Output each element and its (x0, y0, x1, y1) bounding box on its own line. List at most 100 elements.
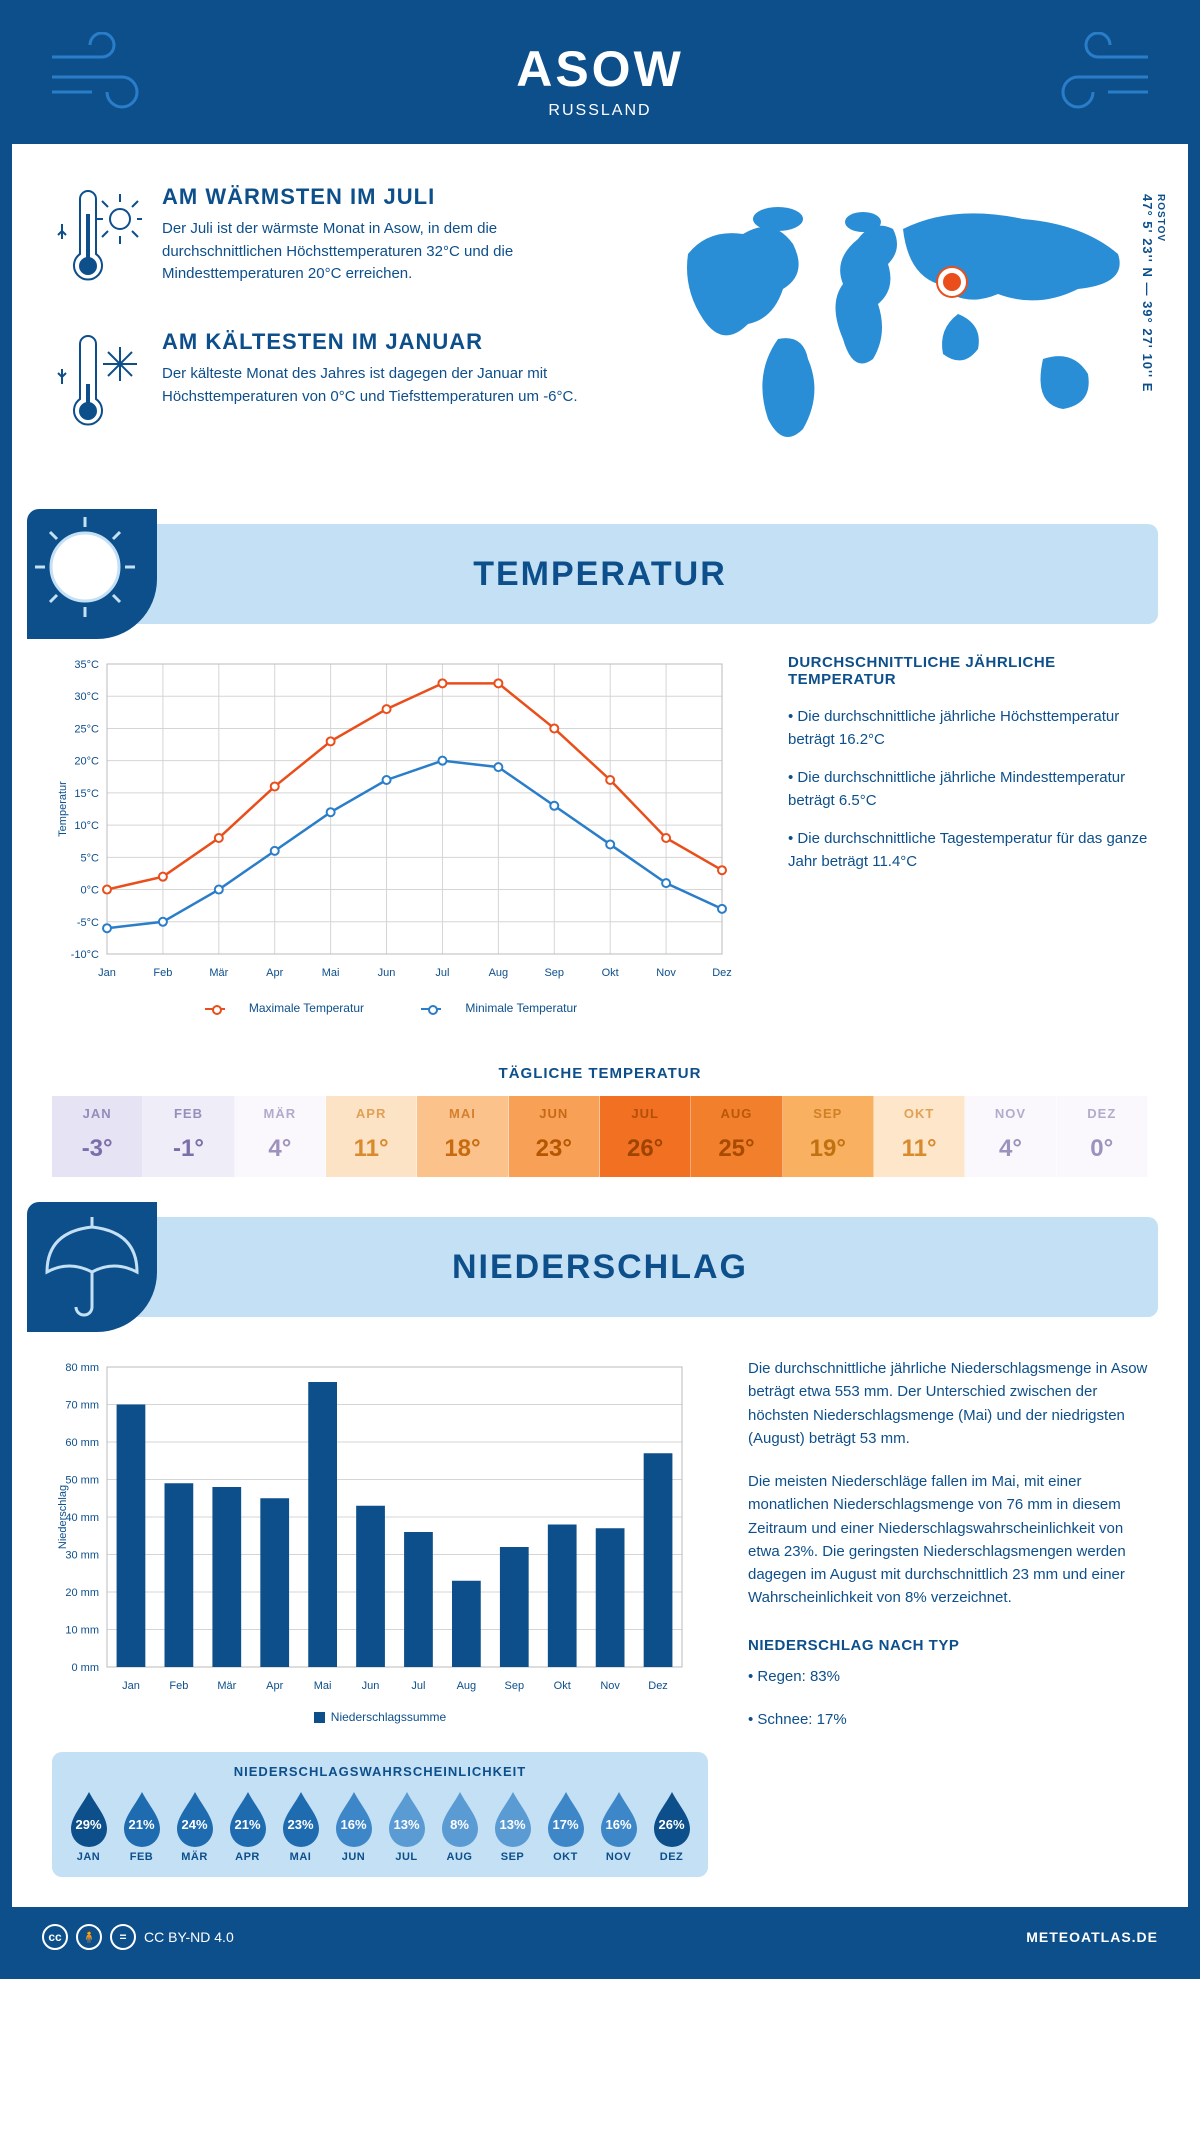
svg-text:30 mm: 30 mm (65, 1550, 99, 1562)
country-subtitle: RUSSLAND (12, 102, 1188, 120)
thermometer-snow-icon (52, 329, 142, 444)
wind-icon-left (42, 32, 162, 112)
svg-text:Nov: Nov (600, 1680, 620, 1692)
svg-text:Nov: Nov (656, 967, 676, 979)
svg-text:-5°C: -5°C (77, 917, 99, 929)
thermometer-sun-icon (52, 184, 142, 299)
temp-bullet-2: • Die durchschnittliche jährliche Mindes… (788, 767, 1148, 812)
svg-text:Aug: Aug (457, 1680, 477, 1692)
precip-probability-panel: NIEDERSCHLAGSWAHRSCHEINLICHKEIT 29% JAN … (52, 1752, 708, 1877)
footer: cc 🧍 = CC BY-ND 4.0 METEOATLAS.DE (12, 1907, 1188, 1967)
daily-cell: FEB-1° (143, 1096, 234, 1177)
license: cc 🧍 = CC BY-ND 4.0 (42, 1924, 234, 1950)
daily-cell: JUN23° (509, 1096, 600, 1177)
precip-legend: Niederschlagssumme (52, 1710, 708, 1724)
sun-icon (27, 509, 157, 639)
svg-text:Okt: Okt (602, 967, 619, 979)
svg-text:Dez: Dez (648, 1680, 668, 1692)
daily-cell: DEZ0° (1057, 1096, 1148, 1177)
temp-text-heading: DURCHSCHNITTLICHE JÄHRLICHE TEMPERATUR (788, 654, 1148, 688)
svg-text:20°C: 20°C (74, 756, 99, 768)
temperature-line-chart: -10°C -5°C 0°C 5°C 10°C 15°C 20°C 25°C 30°C 35°C J… (52, 654, 748, 1015)
svg-text:Jan: Jan (122, 1680, 140, 1692)
svg-text:20 mm: 20 mm (65, 1587, 99, 1599)
daily-temp-title: TÄGLICHE TEMPERATUR (12, 1065, 1188, 1082)
svg-text:15°C: 15°C (74, 788, 99, 800)
svg-text:30°C: 30°C (74, 691, 99, 703)
prob-drop: 13% JUL (380, 1789, 433, 1863)
svg-text:0 mm: 0 mm (72, 1662, 100, 1674)
daily-cell: MÄR4° (235, 1096, 326, 1177)
svg-text:Sep: Sep (505, 1680, 525, 1692)
daily-cell: NOV4° (965, 1096, 1056, 1177)
prob-drop: 24% MÄR (168, 1789, 221, 1863)
daily-cell: OKT11° (874, 1096, 965, 1177)
section-banner-precip: NIEDERSCHLAG (42, 1217, 1158, 1317)
svg-text:Niederschlag: Niederschlag (57, 1485, 69, 1549)
prob-drop: 16% NOV (592, 1789, 645, 1863)
precip-rain: • Regen: 83% (748, 1665, 1148, 1688)
svg-text:Mär: Mär (217, 1680, 236, 1692)
svg-text:80 mm: 80 mm (65, 1362, 99, 1374)
svg-text:50 mm: 50 mm (65, 1475, 99, 1487)
daily-cell: MAI18° (417, 1096, 508, 1177)
svg-text:Temperatur: Temperatur (57, 781, 69, 837)
daily-cell: JAN-3° (52, 1096, 143, 1177)
svg-text:10 mm: 10 mm (65, 1625, 99, 1637)
svg-text:Jun: Jun (378, 967, 396, 979)
svg-text:25°C: 25°C (74, 723, 99, 735)
fact-cold-title: AM KÄLTESTEN IM JANUAR (162, 329, 618, 355)
svg-text:0°C: 0°C (81, 885, 100, 897)
umbrella-icon (27, 1202, 157, 1332)
svg-text:Mär: Mär (209, 967, 228, 979)
temp-title: TEMPERATUR (42, 555, 1158, 594)
precip-title: NIEDERSCHLAG (42, 1248, 1158, 1287)
daily-cell: AUG25° (691, 1096, 782, 1177)
infographic-frame: ASOW RUSSLAND AM WÄRMSTEN IM JULI (0, 0, 1200, 1979)
svg-text:60 mm: 60 mm (65, 1437, 99, 1449)
nd-icon: = (110, 1924, 136, 1950)
precip-type-heading: NIEDERSCHLAG NACH TYP (748, 1634, 1148, 1657)
fact-coldest: AM KÄLTESTEN IM JANUAR Der kälteste Mona… (52, 329, 618, 444)
header: ASOW RUSSLAND (12, 12, 1188, 144)
temp-bullet-1: • Die durchschnittliche jährliche Höchst… (788, 706, 1148, 751)
cc-icon: cc (42, 1924, 68, 1950)
daily-temp-grid: JAN-3°FEB-1°MÄR4°APR11°MAI18°JUN23°JUL26… (52, 1096, 1148, 1177)
svg-text:Apr: Apr (266, 1680, 283, 1692)
brand: METEOATLAS.DE (1026, 1929, 1158, 1945)
svg-text:-10°C: -10°C (71, 949, 99, 961)
svg-text:Mai: Mai (322, 967, 340, 979)
prob-drop: 13% SEP (486, 1789, 539, 1863)
intro-section: AM WÄRMSTEN IM JULI Der Juli ist der wär… (12, 144, 1188, 504)
fact-cold-text: Der kälteste Monat des Jahres ist dagege… (162, 363, 618, 408)
daily-cell: APR11° (326, 1096, 417, 1177)
svg-text:Dez: Dez (712, 967, 732, 979)
svg-text:Feb: Feb (153, 967, 172, 979)
svg-text:10°C: 10°C (74, 820, 99, 832)
svg-text:Jul: Jul (435, 967, 449, 979)
prob-drop: 8% AUG (433, 1789, 486, 1863)
temp-bullet-3: • Die durchschnittliche Tagestemperatur … (788, 828, 1148, 873)
svg-text:Jan: Jan (98, 967, 116, 979)
prob-title: NIEDERSCHLAGSWAHRSCHEINLICHKEIT (62, 1764, 698, 1779)
prob-drop: 16% JUN (327, 1789, 380, 1863)
svg-text:40 mm: 40 mm (65, 1512, 99, 1524)
precip-para-1: Die durchschnittliche jährliche Niedersc… (748, 1357, 1148, 1450)
prob-drop: 26% DEZ (645, 1789, 698, 1863)
city-title: ASOW (12, 40, 1188, 98)
precip-snow: • Schnee: 17% (748, 1708, 1148, 1731)
svg-text:5°C: 5°C (81, 852, 100, 864)
fact-warm-text: Der Juli ist der wärmste Monat in Asow, … (162, 218, 618, 286)
svg-text:Sep: Sep (544, 967, 564, 979)
fact-warm-title: AM WÄRMSTEN IM JULI (162, 184, 618, 210)
world-map (648, 184, 1148, 464)
daily-cell: JUL26° (600, 1096, 691, 1177)
svg-text:Okt: Okt (554, 1680, 571, 1692)
prob-drop: 29% JAN (62, 1789, 115, 1863)
svg-text:Apr: Apr (266, 967, 283, 979)
wind-icon-right (1038, 32, 1158, 112)
svg-text:Aug: Aug (489, 967, 509, 979)
svg-text:35°C: 35°C (74, 659, 99, 671)
svg-text:Feb: Feb (169, 1680, 188, 1692)
svg-text:Jun: Jun (362, 1680, 380, 1692)
